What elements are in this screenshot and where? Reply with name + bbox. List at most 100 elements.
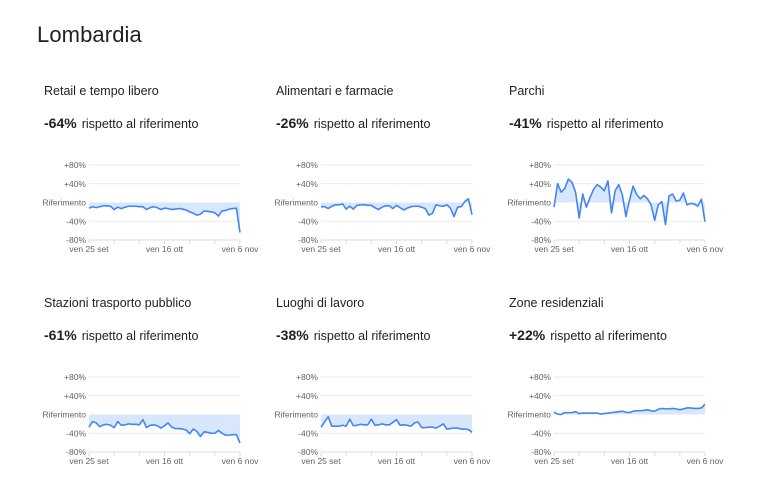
y-axis-label: -40% — [66, 428, 86, 438]
panel-retail: Retail e tempo libero -64% rispetto al ri… — [37, 84, 269, 284]
x-axis-label: ven 25 set — [69, 456, 109, 466]
trend-line — [320, 416, 473, 433]
x-axis-label: ven 6 nov — [687, 244, 725, 254]
x-axis-label: ven 16 ott — [611, 244, 649, 254]
y-axis-label: -40% — [531, 428, 551, 438]
panel-stat: -38% rispetto al riferimento — [276, 327, 430, 345]
y-axis-label: -80% — [298, 235, 318, 245]
chart-svg: +80% +40% Riferimento -40% -80%ven 25 set ven… — [275, 372, 492, 466]
y-axis-label: +80% — [296, 160, 318, 170]
x-axis-label: ven 6 nov — [222, 244, 260, 254]
stat-suffix: rispetto al riferimento — [546, 117, 664, 131]
panel-title: Stazioni trasporto pubblico — [44, 296, 192, 310]
trend-chart: +80% +40% Riferimento -40% -80% ven 25 set ven… — [37, 366, 269, 476]
y-axis-label: -40% — [531, 216, 551, 226]
chart-svg: +80% +40% Riferimento -40% -80%ven 25 set ven… — [508, 160, 725, 254]
area-fill — [89, 202, 240, 233]
trend-line — [553, 178, 706, 226]
x-axis-label: ven 16 ott — [146, 456, 184, 466]
y-axis-label: -40% — [298, 216, 318, 226]
y-axis-label: +40% — [296, 179, 318, 189]
chart-svg: +80% +40% Riferimento -40% -80%ven 25 set ven… — [508, 372, 725, 466]
x-axis-label: ven 16 ott — [378, 456, 416, 466]
y-axis-label: +40% — [296, 391, 318, 401]
y-axis-label: +80% — [529, 160, 551, 170]
stat-value: -61% — [44, 327, 77, 343]
y-axis-label: Riferimento — [508, 198, 552, 208]
x-axis-label: ven 6 nov — [454, 244, 492, 254]
x-axis-label: ven 6 nov — [454, 456, 492, 466]
x-axis-label: ven 25 set — [301, 244, 341, 254]
panel-parks: Parchi -41% rispetto al riferimento +80% +… — [502, 84, 734, 284]
y-axis-label: +80% — [529, 372, 551, 382]
panel-stat: -61% rispetto al riferimento — [44, 327, 198, 345]
panel-workplaces: Luoghi di lavoro -38% rispetto al riferim… — [269, 296, 501, 496]
y-axis-label: +80% — [64, 372, 86, 382]
trend-chart: +80% +40% Riferimento -40% -80% ven 25 set ven… — [502, 154, 734, 264]
y-axis-label: -80% — [531, 447, 551, 457]
y-axis-label: Riferimento — [43, 198, 87, 208]
x-axis-label: ven 25 set — [301, 456, 341, 466]
panel-stat: -64% rispetto al riferimento — [44, 115, 198, 133]
area-fill — [321, 414, 472, 433]
y-axis-label: Riferimento — [43, 410, 87, 420]
trend-line — [553, 403, 706, 416]
area-fill — [554, 404, 705, 415]
y-axis-label: +40% — [529, 179, 551, 189]
trend-chart: +80% +40% Riferimento -40% -80% ven 25 set ven… — [502, 366, 734, 476]
stat-value: -41% — [509, 115, 542, 131]
stat-value: -38% — [276, 327, 309, 343]
y-axis-label: -80% — [531, 235, 551, 245]
x-axis-label: ven 25 set — [534, 244, 574, 254]
y-axis-label: Riferimento — [275, 198, 319, 208]
y-axis-label: -80% — [66, 235, 86, 245]
trend-line — [88, 204, 241, 233]
y-axis-label: Riferimento — [508, 410, 552, 420]
area-fill — [89, 414, 240, 444]
x-axis-label: ven 16 ott — [611, 456, 649, 466]
trend-line — [88, 418, 241, 444]
x-axis-label: ven 16 ott — [378, 244, 416, 254]
page-title: Lombardia — [37, 22, 142, 47]
trend-chart: +80% +40% Riferimento -40% -80% ven 25 set ven… — [269, 154, 501, 264]
x-axis-label: ven 6 nov — [687, 456, 725, 466]
panel-transit: Stazioni trasporto pubblico -61% rispetto… — [37, 296, 269, 496]
panel-title: Parchi — [509, 84, 545, 98]
x-axis-label: ven 25 set — [534, 456, 574, 466]
trend-line — [321, 197, 473, 218]
stat-suffix: rispetto al riferimento — [313, 117, 431, 131]
stat-suffix: rispetto al riferimento — [550, 329, 667, 343]
chart-svg: +80% +40% Riferimento -40% -80%ven 25 set ven… — [43, 160, 260, 254]
stat-suffix: rispetto al riferimento — [81, 329, 199, 343]
panel-title: Luoghi di lavoro — [276, 296, 365, 310]
area-fill — [321, 198, 472, 217]
stat-value: -26% — [276, 115, 309, 131]
x-axis-label: ven 6 nov — [222, 456, 260, 466]
stat-suffix: rispetto al riferimento — [313, 329, 431, 343]
y-axis-label: +80% — [64, 160, 86, 170]
stat-suffix: rispetto al riferimento — [81, 117, 199, 131]
y-axis-label: -80% — [298, 447, 318, 457]
panel-grocery: Alimentari e farmacie -26% rispetto al ri… — [269, 84, 501, 284]
y-axis-label: +80% — [296, 372, 318, 382]
panel-stat: +22% rispetto al riferimento — [509, 327, 667, 345]
panel-title: Alimentari e farmacie — [276, 84, 394, 98]
stat-value: +22% — [509, 327, 546, 343]
panel-residential: Zone residenziali +22% rispetto al riferi… — [502, 296, 734, 496]
panel-stat: -41% rispetto al riferimento — [509, 115, 663, 133]
x-axis-label: ven 25 set — [69, 244, 109, 254]
trend-chart: +80% +40% Riferimento -40% -80% ven 25 set ven… — [37, 154, 269, 264]
chart-svg: +80% +40% Riferimento -40% -80%ven 25 set ven… — [43, 372, 260, 466]
y-axis-label: -40% — [298, 428, 318, 438]
y-axis-label: +40% — [64, 391, 86, 401]
trend-chart: +80% +40% Riferimento -40% -80% ven 25 set ven… — [269, 366, 501, 476]
panel-title: Retail e tempo libero — [44, 84, 159, 98]
y-axis-label: -80% — [66, 447, 86, 457]
panel-title: Zone residenziali — [509, 296, 604, 310]
y-axis-label: +40% — [529, 391, 551, 401]
chart-svg: +80% +40% Riferimento -40% -80%ven 25 set ven… — [275, 160, 492, 254]
y-axis-label: -40% — [66, 216, 86, 226]
y-axis-label: Riferimento — [275, 410, 319, 420]
panel-stat: -26% rispetto al riferimento — [276, 115, 430, 133]
stat-value: -64% — [44, 115, 77, 131]
